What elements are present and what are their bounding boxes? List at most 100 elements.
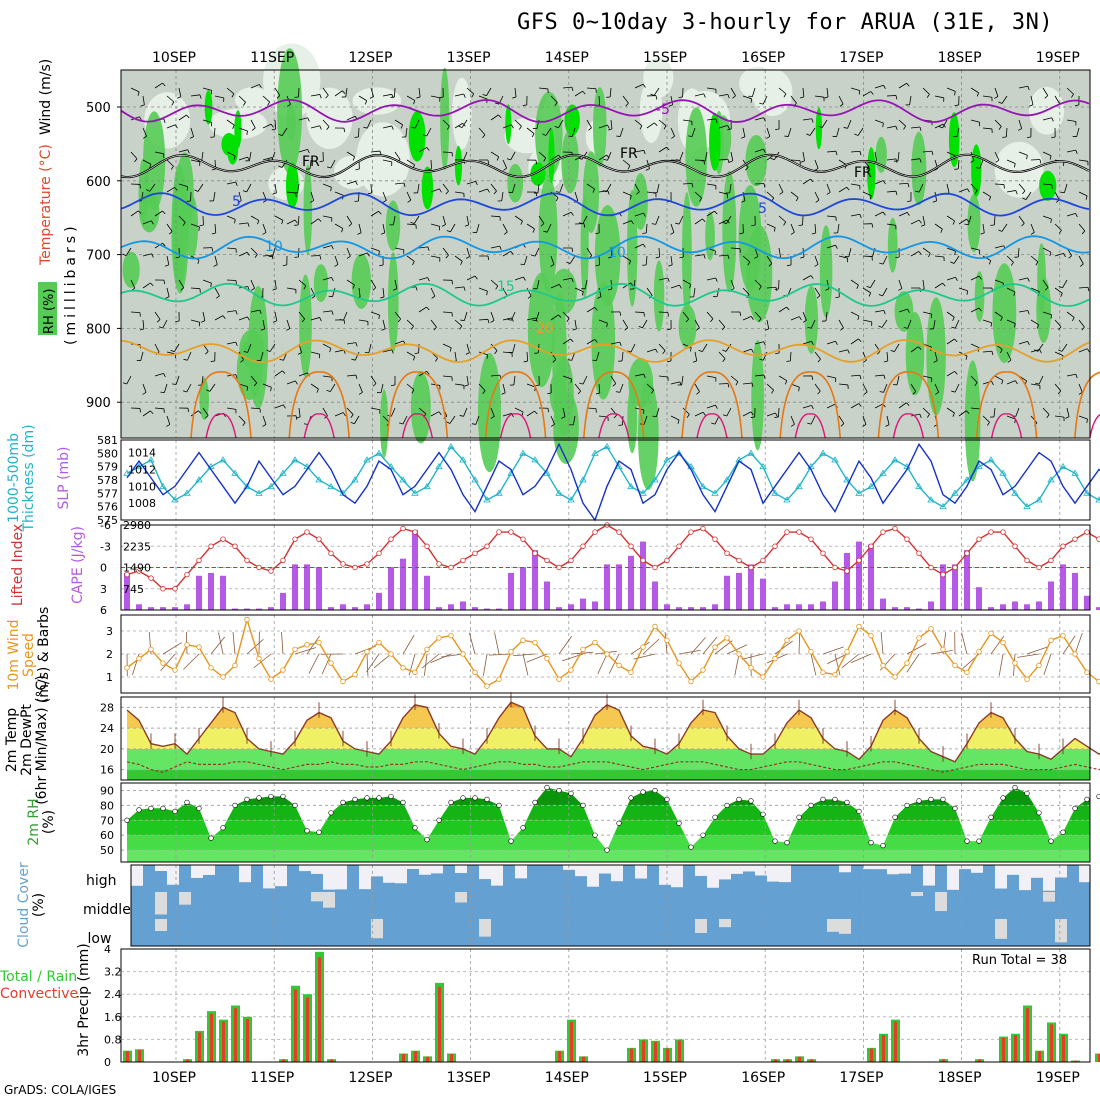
wind-barb (238, 383, 248, 388)
rh-moist-patch (678, 304, 697, 349)
wind-barb (946, 247, 956, 252)
wind-barb-flag (650, 93, 655, 96)
cape-bar (184, 604, 190, 610)
wind-barb-flag (216, 295, 220, 299)
rh-dry-patch (234, 87, 271, 113)
wind-barb (296, 183, 300, 193)
wind-barb-flag (465, 256, 470, 259)
wind-barb-flag (163, 118, 166, 123)
wind-barb (502, 287, 508, 297)
rh-moist-patch (549, 371, 567, 416)
wind-barb-flag (464, 384, 469, 387)
wind-barb (281, 127, 288, 136)
cloud-axis-label-line: Cloud Cover (16, 862, 32, 948)
wind-barb (442, 215, 446, 225)
wind-barb (370, 407, 380, 411)
cloud-gap (419, 865, 431, 875)
wind-barb (766, 191, 774, 199)
cloud-gap (383, 865, 395, 883)
thickness-tick-label: 576 (97, 501, 118, 514)
wind-barb-flag (854, 133, 859, 136)
wind-barb-flag (966, 410, 970, 414)
wind-barb (490, 374, 500, 377)
lifted-index-line-point (652, 564, 658, 571)
wind-barb (982, 415, 990, 423)
rh-axis-label: 2m RH (%) (26, 798, 57, 845)
wind-barb (634, 373, 644, 377)
wind-barb-flag (415, 286, 418, 291)
cape-bar (952, 564, 958, 610)
wind-barb (886, 415, 890, 425)
wind-barb-flag (163, 280, 166, 285)
thickness-line-point (1047, 476, 1055, 483)
cape-bar (1096, 607, 1100, 610)
wind-barb-flag (1086, 418, 1088, 424)
wind-barb (718, 319, 726, 328)
lifted-index-line-point (760, 557, 766, 564)
date-label-top: 10SEP (152, 50, 196, 66)
wind-barb-flag (1075, 149, 1078, 155)
wind-barb-flag (494, 350, 498, 355)
lifted-index-line-point (400, 525, 406, 532)
wind-barb (619, 383, 624, 393)
wind-barb (1078, 191, 1088, 197)
wind-barb (994, 151, 1000, 161)
wind-barb (934, 383, 940, 393)
wind-barb-flag (689, 347, 692, 352)
isotherm-line (120, 235, 1090, 260)
precip-convective-bar (570, 1021, 573, 1062)
wind-barb-flag (531, 254, 536, 257)
wind-barb (670, 223, 675, 233)
thickness-line-point (447, 442, 455, 450)
wind-barb-flag (174, 187, 178, 191)
isotherm-line (120, 282, 1090, 307)
wind-barb-flag (974, 190, 978, 194)
wind-barb-flag (426, 370, 430, 375)
cape-bar (820, 601, 826, 610)
cape-axis-label-line: CAPE (J/kg) (70, 526, 86, 604)
rh-point (1000, 795, 1006, 801)
wind-barb (166, 124, 176, 129)
wind-barb (814, 351, 821, 360)
wind-barb (922, 343, 932, 348)
wind-barb-flag (1078, 392, 1083, 395)
wind-barb (154, 311, 161, 320)
precip-convective-bar (294, 989, 297, 1062)
wind-barb-flag (355, 342, 358, 347)
wind-barb (418, 277, 428, 281)
wind-barb-flag (446, 126, 450, 130)
wind-barb (790, 316, 800, 321)
wind-barb (574, 191, 579, 201)
wind-barb-flag (490, 320, 495, 323)
wind-barb-flag (835, 341, 838, 345)
wind-barb-flag (482, 134, 486, 139)
wind-barb-flag (427, 246, 430, 251)
wind-speed-line-point (748, 665, 754, 671)
wind-speed-line-point (904, 660, 910, 666)
thickness-line-point (399, 476, 407, 483)
rh-point (736, 796, 742, 802)
wind-barb (262, 157, 272, 161)
wind-barb (178, 114, 187, 121)
rh-point (208, 835, 214, 841)
wind-barb (766, 412, 776, 417)
chart-title: GFS 0~10day 3-hourly for ARUA (31E, 3N) (517, 10, 1054, 35)
pressure-tick-label: 700 (86, 249, 111, 264)
temperature-label: Temperature (°C) (38, 144, 54, 266)
wind-barb (1037, 343, 1044, 352)
thickness-tick-label: 577 (97, 487, 118, 500)
wind-barb (310, 383, 319, 390)
rh-point (940, 796, 946, 802)
wind-barb-flag (775, 128, 780, 131)
rh-point (388, 793, 394, 800)
wind-barb-flag (879, 262, 884, 265)
wind-barb (778, 375, 787, 381)
wind-barb (166, 95, 175, 103)
wind-barb (1006, 415, 1016, 420)
precip-total-label: Total / Rain (0, 969, 77, 985)
isotherm-30 (401, 413, 434, 439)
wind-barb (1078, 159, 1088, 162)
wind-barb (970, 275, 980, 281)
wind-barb (946, 183, 950, 193)
wind-speed-line-point (1084, 669, 1090, 676)
